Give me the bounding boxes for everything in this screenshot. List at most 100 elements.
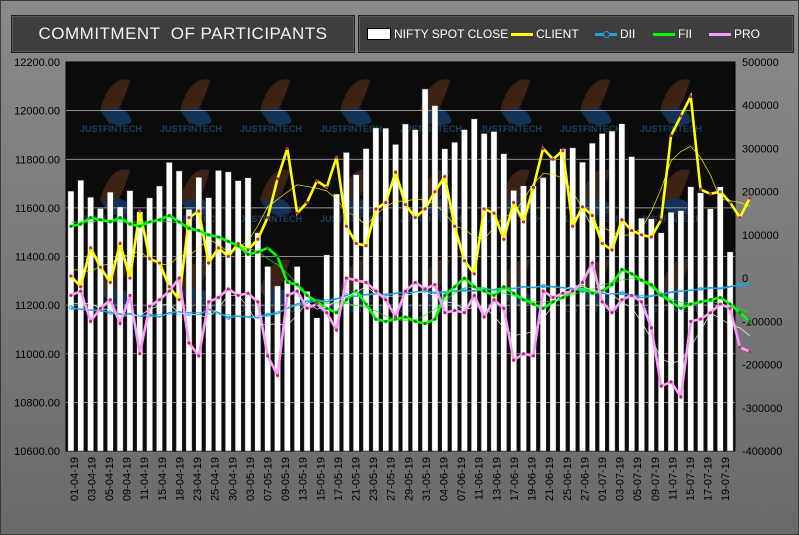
dii-point [226, 315, 231, 321]
nifty-bar [411, 129, 419, 452]
pro-point [561, 291, 565, 295]
watermark-wing-icon [662, 198, 692, 216]
client-point [521, 220, 526, 224]
pro-point [216, 295, 221, 300]
pro-point [620, 298, 624, 302]
fii-point [285, 280, 289, 285]
left-axis-tick-label: 11600.00 [15, 203, 60, 215]
client-point [649, 235, 653, 239]
pro-point [423, 287, 427, 291]
pro-point [226, 287, 230, 291]
pro-point [266, 354, 270, 358]
nifty-bar [303, 291, 311, 452]
fii-point [512, 291, 516, 295]
nifty-bar [225, 171, 232, 452]
nifty-bar [97, 208, 104, 452]
pro-point [305, 306, 309, 310]
client-point [659, 218, 663, 222]
client-point [197, 209, 201, 213]
watermark-wing-icon [342, 108, 372, 126]
nifty-bar [589, 142, 596, 452]
client-point [502, 237, 506, 241]
fii-point [197, 228, 201, 233]
legend-item-pro: PRO [709, 16, 760, 52]
x-axis-tick-label: 19-06-19 [527, 457, 539, 501]
watermark-wing-icon [502, 108, 532, 126]
pro-point [649, 326, 653, 330]
watermark-text: JUSTFINTECH [640, 124, 702, 134]
pro-point [374, 289, 378, 293]
left-axis-tick-label: 12000.00 [14, 106, 60, 118]
pro-point [413, 280, 417, 285]
watermark-text: JUSTFINTECH [320, 214, 382, 224]
nifty-bar [313, 317, 321, 452]
pro-point [512, 358, 516, 362]
pro-point [433, 282, 437, 287]
pro-point [541, 289, 545, 293]
dii-point [68, 305, 74, 310]
dii-point [304, 299, 310, 305]
x-axis-tick-label: 18-04-19 [174, 457, 186, 501]
pro-point [157, 298, 162, 302]
nifty-bar [421, 88, 429, 452]
nifty-bar [67, 190, 75, 452]
fii-point [708, 298, 713, 302]
nifty-bar [116, 206, 124, 452]
fii-point [108, 220, 112, 224]
fii-point [138, 224, 142, 228]
client-point [561, 149, 565, 153]
x-axis-tick-label: 07-06-19 [456, 457, 468, 501]
client-point [138, 209, 142, 213]
fii-point [502, 285, 506, 289]
client-point [433, 190, 437, 194]
client-point [157, 261, 162, 265]
pro-point [521, 352, 526, 356]
nifty-bar [293, 266, 301, 452]
watermark-text: JUSTFINTECH [80, 124, 142, 134]
fii-point [118, 216, 122, 220]
nifty-bar [539, 177, 547, 452]
fii-point [649, 282, 653, 287]
pro-point [275, 373, 280, 377]
client-point [285, 146, 289, 151]
left-axis-tick-label: 10600.00 [14, 446, 60, 458]
fii-point [403, 315, 408, 319]
fii-point [482, 289, 486, 293]
nifty-bar [431, 105, 439, 452]
fii-point [689, 302, 693, 306]
x-axis-tick-label: 30-04-19 [227, 457, 239, 501]
nifty-bar [166, 162, 173, 452]
fii-point [334, 311, 339, 315]
x-axis-tick-label: 23-04-19 [192, 457, 204, 501]
fii-point [492, 293, 496, 297]
pro-point [79, 289, 83, 293]
client-point [295, 211, 299, 215]
x-axis-tick-label: 15-05-19 [315, 457, 327, 501]
line-series-client [69, 92, 752, 304]
nifty-bar [352, 174, 360, 452]
fii-point [541, 306, 545, 310]
client-point [551, 157, 555, 161]
x-axis-tick-label: 03-07-19 [615, 457, 627, 501]
client-point [177, 298, 181, 302]
chart-legend: NIFTY SPOT CLOSE CLIENT DII FII PRO [358, 15, 794, 53]
client-point [472, 272, 476, 276]
client-point [403, 203, 408, 207]
pro-point [315, 302, 319, 306]
fii-point [325, 306, 329, 310]
legend-label-nifty: NIFTY SPOT CLOSE [394, 27, 509, 41]
x-axis-tick-label: 09-04-19 [122, 457, 134, 501]
pro-point [344, 276, 348, 280]
dii-point [698, 286, 703, 292]
nifty-bar [697, 192, 704, 452]
client-point [462, 259, 467, 263]
pro-point [354, 278, 358, 282]
x-axis-tick-label: 11-06-19 [474, 457, 486, 500]
pro-point [98, 306, 103, 310]
x-axis-tick-label: 01-04-19 [69, 457, 81, 501]
x-axis-tick-label: 01-07-19 [597, 457, 609, 501]
client-point [728, 200, 732, 205]
fii-point [69, 224, 73, 228]
nifty-bar [657, 232, 665, 452]
nifty-bar [244, 177, 252, 452]
